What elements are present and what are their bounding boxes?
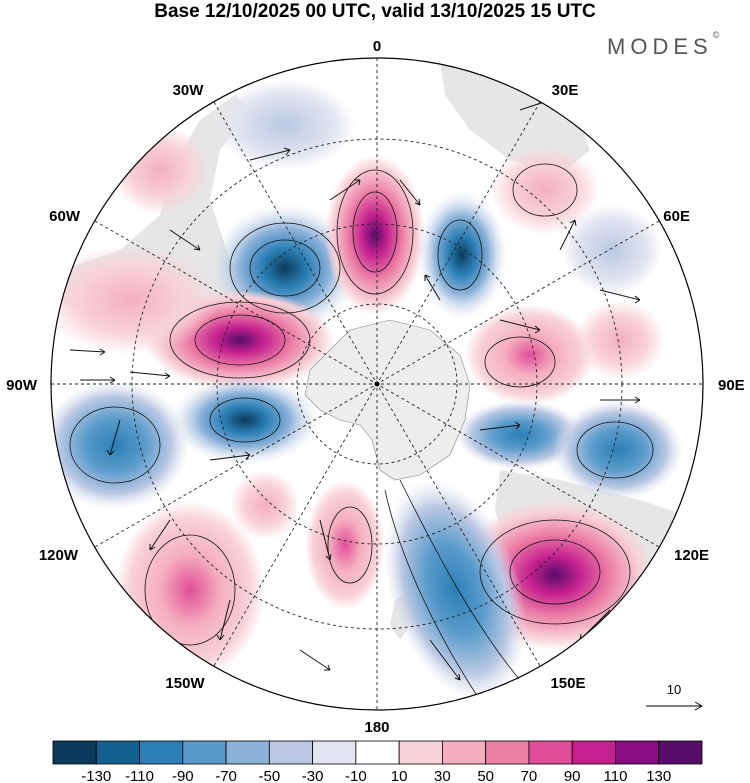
lon-label-90e: 90E: [718, 377, 745, 394]
contours: [69, 163, 654, 701]
colorbar-swatch: [355, 740, 400, 765]
colorbar-swatch: [528, 740, 573, 765]
colorbar-swatch: [52, 740, 97, 765]
vector-reference-value: 10: [667, 682, 681, 697]
lon-label-60e: 60E: [663, 208, 690, 225]
colorbar-label: 70: [521, 768, 538, 783]
brand-text: MODES: [607, 34, 713, 59]
lon-label-150w: 150W: [165, 675, 205, 692]
map-title: Base 12/10/2025 00 UTC, valid 13/10/2025…: [154, 1, 596, 22]
colorbar-label: -30: [302, 768, 324, 783]
colorbar-label: -10: [345, 768, 367, 783]
colorbar-label: -110: [125, 768, 154, 783]
lon-label-30w: 30W: [173, 82, 205, 99]
south-pole-marker: [374, 381, 380, 387]
colorbar-swatch: [139, 740, 184, 765]
wind-vectors: [69, 97, 641, 681]
colorbar-swatch: [485, 740, 530, 765]
colorbar-swatch: [225, 740, 270, 765]
colorbar-label: -50: [258, 768, 280, 783]
colorbar-swatch: [312, 740, 357, 765]
colorbar-label: 90: [564, 768, 581, 783]
lon-label-60w: 60W: [49, 208, 81, 225]
colorbar-swatch: [441, 740, 487, 765]
colorbar-label: 110: [604, 768, 628, 783]
colorbar-label: 30: [434, 768, 451, 783]
colorbar-label: 130: [646, 768, 671, 783]
colorbar-label: 50: [477, 768, 494, 783]
colorbar-swatch: [658, 740, 703, 765]
lon-label-180: 180: [364, 719, 389, 736]
lon-label-120e: 120E: [674, 547, 709, 564]
colorbar-swatch: [268, 740, 314, 765]
map-border: [50, 57, 704, 711]
colorbar-label: -130: [81, 768, 111, 783]
colorbar-label: -70: [215, 768, 237, 783]
colorbar-swatch: [615, 740, 660, 765]
colorbar-swatch: [182, 740, 227, 765]
lon-label-0: 0: [373, 38, 381, 55]
colorbar-swatch: [571, 740, 616, 765]
vector-reference-arrow: [646, 701, 703, 711]
lon-label-150e: 150E: [550, 675, 585, 692]
lon-label-120w: 120W: [39, 547, 79, 564]
colorbar-swatch: [398, 740, 443, 765]
copyright-mark: ©: [712, 30, 720, 40]
land-antarctica: [304, 319, 471, 481]
modes-logo: MODES©: [607, 30, 719, 60]
colorbar-label: 10: [391, 768, 408, 783]
lon-label-30e: 30E: [552, 82, 579, 99]
lon-label-90w: 90W: [6, 377, 38, 394]
colorbar-swatch: [95, 740, 140, 765]
colorbar-label: -90: [172, 768, 194, 783]
